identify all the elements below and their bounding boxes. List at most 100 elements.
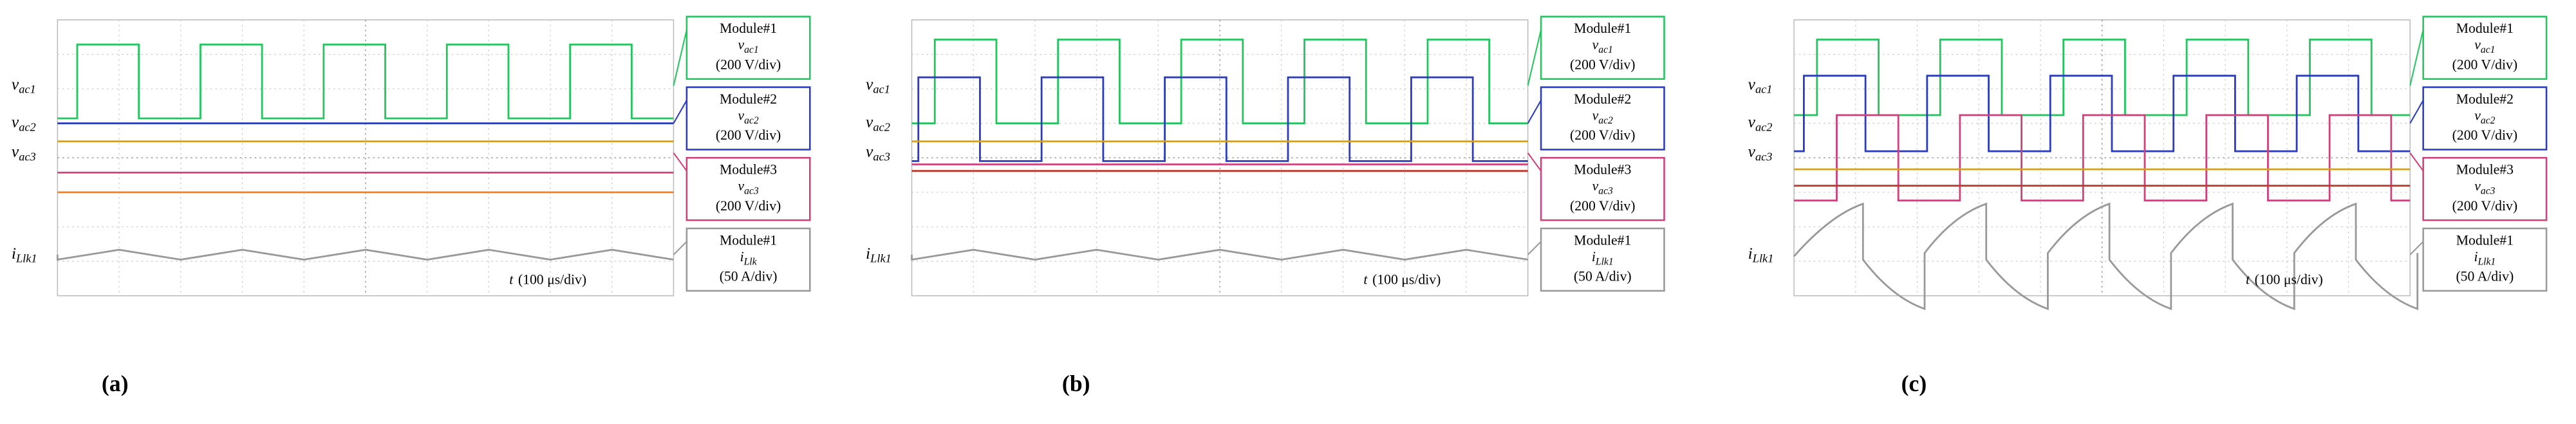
callout-signal: vac3 [738,178,758,196]
callout-scale: (200 V/div) [716,57,781,72]
waveform [911,248,1528,261]
subscript: Llk [743,256,758,267]
subscript: ac2 [1598,115,1613,126]
symbol: v [2474,107,2481,123]
subscript: ac1 [19,83,36,96]
callout-leader [1527,152,1542,172]
callout-signal: vac3 [1592,178,1613,196]
signal-label: vac3 [12,142,36,163]
symbol: v [1748,113,1756,131]
callout-module: Module#2 [2456,91,2514,107]
subscript: ac2 [1755,121,1773,134]
callout-module: Module#3 [2456,162,2514,178]
callout-signal: vac2 [1592,107,1613,125]
symbol: i [1592,249,1596,264]
waveform [1793,202,2419,311]
subscript: Llk1 [15,252,37,265]
callout-leader [673,29,687,86]
panel-label: (b) [1062,371,1090,396]
symbol: v [1748,75,1756,93]
panel-label: (c) [1901,371,1927,396]
subscript: ac3 [744,185,759,196]
callout-module: Module#1 [2456,232,2514,248]
waveform [1794,114,2411,202]
scale: (100 μs/div) [518,272,586,288]
symbol: v [866,142,873,160]
callout-signal: iLlk1 [1592,249,1614,267]
callout-leader [673,152,687,172]
subscript: ac3 [19,150,36,163]
time-scale: t (100 μs/div) [1363,272,1441,288]
callout-module: Module#3 [720,162,777,178]
time-scale: t (100 μs/div) [509,272,586,288]
scale: (100 μs/div) [2255,272,2323,288]
symbol: v [12,75,19,93]
callout-leader [1527,100,1542,124]
callout-signal: iLlk [740,249,758,267]
signal-label: vac1 [12,75,36,96]
callout-signal: vac2 [738,107,758,125]
callout-scale: (200 V/div) [2452,127,2517,143]
panel-label: (a) [102,371,129,396]
callout-box [2422,156,2548,221]
waveform [56,248,674,261]
callout-module: Module#1 [2456,21,2514,36]
subscript: ac1 [1598,44,1613,55]
callout-module: Module#1 [1574,232,1631,248]
callout-signal: vac1 [2474,37,2495,55]
signal-label: iLlk1 [12,244,37,265]
subscript: ac2 [2481,115,2496,126]
subscript: Llk1 [1752,252,1774,265]
callout-leader [673,241,687,255]
symbol: v [12,142,19,160]
symbol: v [1592,178,1599,194]
signal-label: iLlk1 [1748,244,1774,265]
waveform [911,76,1528,162]
subscript: ac2 [873,121,890,134]
signal-label: vac3 [866,142,890,163]
symbol: v [1592,37,1599,53]
symbol: i [2474,249,2478,264]
scale: (100 μs/div) [1372,272,1441,288]
callout-scale: (50 A/div) [1574,269,1632,284]
symbol: v [2474,37,2481,53]
symbol: i [1748,244,1753,263]
subscript: ac1 [873,83,890,96]
callout-box [2422,86,2548,151]
subscript: ac1 [2481,44,2496,55]
callout-box [686,156,811,221]
signal-label: vac2 [1748,113,1773,134]
waveform [57,43,674,120]
symbol: v [738,37,744,53]
subscript: ac2 [744,115,759,126]
callout-scale: (200 V/div) [1570,57,1635,72]
signal-label: vac2 [866,113,890,134]
callout-signal: vac2 [2474,107,2495,125]
symbol: v [866,75,873,93]
callout-module: Module#1 [720,232,777,248]
signal-label: vac3 [1748,142,1773,163]
callout-module: Module#1 [720,21,777,36]
symbol: t [2246,272,2250,288]
callout-signal: vac1 [738,37,758,55]
callout-signal: iLlk1 [2474,249,2496,267]
callout-box [1540,15,1665,80]
callout-leader [2409,152,2424,172]
callout-signal: vac3 [2474,178,2495,196]
symbol: v [866,113,873,131]
subscript: ac1 [744,44,759,55]
callout-leader [2409,29,2424,86]
callout-signal: vac1 [1592,37,1613,55]
symbol: t [509,272,514,288]
callout-leader [2409,241,2424,255]
callout-box [2422,227,2548,292]
subscript: ac2 [19,121,36,134]
callout-box [2422,15,2548,80]
callout-box [686,227,811,292]
signal-label: vac2 [12,113,36,134]
signal-label: vac1 [866,75,890,96]
subscript: ac3 [1598,185,1613,196]
subscript: ac3 [1755,150,1773,163]
subscript: ac3 [873,150,890,163]
